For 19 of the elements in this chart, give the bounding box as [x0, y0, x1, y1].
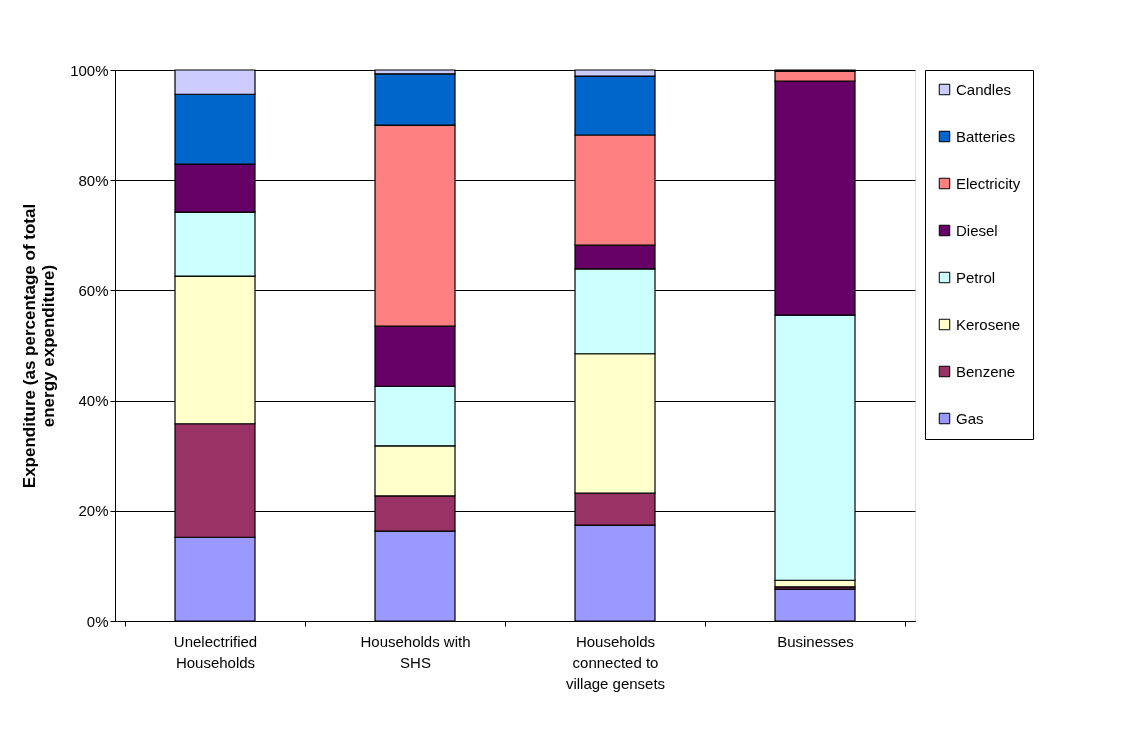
y-tick-label: 80%: [78, 171, 109, 189]
legend-label: Batteries: [956, 127, 1016, 145]
y-tick-label: 60%: [78, 281, 109, 299]
x-tick-label: Unelectrified Households: [173, 632, 258, 671]
y-tick-label: 40%: [78, 392, 109, 410]
x-tick-label: Businesses: [777, 632, 854, 650]
y-tick-label: 0%: [86, 612, 109, 630]
legend-label: Petrol: [956, 268, 996, 286]
legend-label: Candles: [956, 80, 1012, 98]
y-tick-label: 100%: [70, 61, 109, 79]
x-tick-label: Households connected to village gensets: [565, 632, 666, 692]
legend-label: Diesel: [956, 221, 998, 239]
y-tick-label: 20%: [78, 502, 109, 520]
legend-label: Gas: [956, 409, 984, 427]
legend-label: Benzene: [956, 362, 1016, 380]
legend-label: Electricity: [956, 174, 1021, 192]
legend-label: Kerosene: [956, 315, 1021, 333]
y-axis-title: Expenditure (as percentage of total energy expenditure): [20, 203, 59, 489]
x-tick-label: Households with SHS: [360, 632, 471, 671]
